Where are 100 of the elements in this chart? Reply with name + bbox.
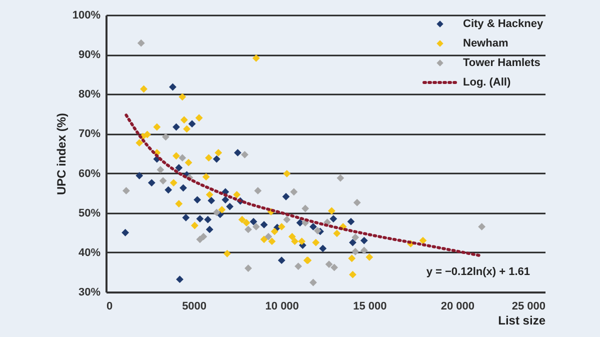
point [172, 152, 180, 160]
y-tick-label: 90% [78, 49, 101, 62]
point [366, 253, 374, 261]
point [175, 164, 183, 172]
point [188, 120, 196, 128]
point [222, 196, 230, 204]
point [206, 190, 214, 198]
y-tick-label: 80% [78, 88, 101, 101]
point [194, 196, 202, 204]
point [212, 155, 220, 163]
point [349, 270, 356, 278]
point [260, 236, 268, 244]
point [282, 192, 290, 200]
point [164, 186, 172, 194]
point [298, 238, 306, 246]
point [234, 149, 242, 156]
point [348, 254, 356, 262]
point [252, 223, 260, 230]
point [218, 206, 226, 214]
point [137, 39, 145, 47]
point [200, 232, 208, 240]
x-tick-label: 20 000 [440, 300, 475, 312]
point [278, 256, 286, 264]
point [176, 276, 184, 284]
x-tick-label: 5000 [182, 300, 207, 312]
point [264, 232, 272, 240]
point [190, 222, 198, 230]
line-series [124, 114, 482, 258]
point [319, 244, 327, 252]
legend-label: Log. (All) [463, 76, 511, 88]
point [360, 246, 368, 254]
point [352, 248, 360, 256]
point [283, 170, 291, 178]
point [288, 232, 296, 240]
point [270, 228, 278, 236]
legend-label: City & Hackney [463, 18, 544, 30]
point [250, 218, 258, 226]
x-tick-label: 0 [106, 300, 113, 312]
point [214, 149, 222, 156]
point [178, 154, 186, 162]
point [122, 186, 130, 194]
point [336, 174, 344, 182]
y-tick-label: 40% [78, 246, 101, 259]
point [353, 198, 361, 206]
point [310, 223, 317, 230]
point [122, 228, 130, 236]
point [159, 177, 167, 185]
point [208, 196, 216, 204]
annotation: y = −0.12ln(x) + 1.61 [426, 266, 530, 278]
point [254, 186, 262, 194]
point [419, 236, 427, 244]
legend-label: Tower Hamlets [463, 57, 540, 69]
point [170, 179, 178, 186]
point [136, 139, 144, 147]
point [291, 238, 298, 246]
point [244, 264, 252, 272]
point [195, 114, 203, 122]
y-axis-title: UPC index (%) [54, 112, 68, 196]
point [268, 238, 276, 246]
point [184, 158, 192, 166]
legend-label: Newham [463, 38, 508, 50]
point [302, 204, 310, 212]
point [252, 54, 260, 62]
point [162, 133, 170, 141]
point [283, 216, 291, 224]
point [312, 238, 320, 246]
x-tick-label: 25 000 [512, 300, 546, 312]
point [212, 208, 220, 216]
point [330, 215, 338, 222]
point [156, 166, 164, 174]
point [260, 221, 268, 228]
point [206, 226, 214, 234]
point [136, 172, 144, 180]
point [352, 234, 360, 242]
point [233, 190, 241, 198]
point [325, 260, 333, 268]
point [314, 226, 322, 234]
point [226, 202, 234, 210]
x-tick-label: 10 000 [265, 300, 299, 312]
y-tick-label: 70% [78, 128, 101, 140]
y-tick-label: 60% [78, 168, 101, 180]
x-tick-label: 15 000 [353, 300, 387, 312]
point [180, 184, 187, 192]
point [204, 216, 212, 224]
y-tick-label: 100% [72, 10, 101, 22]
point [180, 116, 188, 124]
point [205, 154, 212, 162]
point [223, 250, 231, 258]
point [238, 216, 246, 224]
point [202, 173, 210, 181]
point [278, 223, 286, 230]
point [183, 125, 190, 133]
point [290, 188, 298, 196]
point [328, 207, 336, 215]
point [347, 218, 355, 226]
point [310, 278, 317, 286]
point [182, 214, 190, 222]
point [175, 200, 183, 208]
y-tick-label: 30% [78, 286, 101, 298]
point [360, 236, 368, 244]
